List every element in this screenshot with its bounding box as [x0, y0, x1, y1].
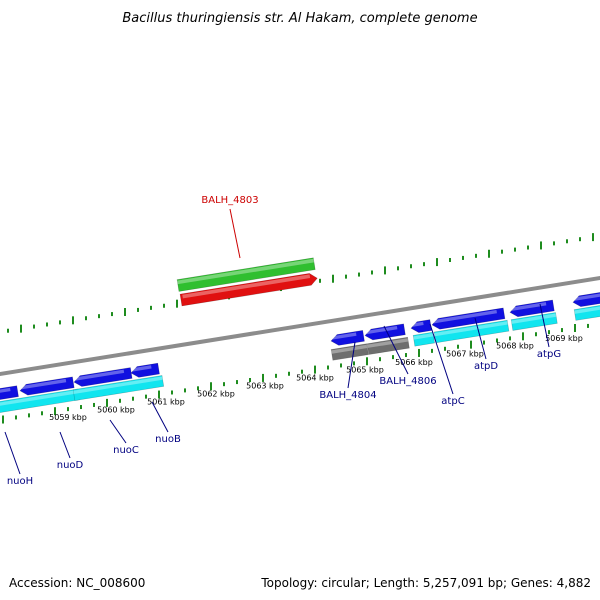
kbp-label: 5062 kbp — [197, 389, 235, 398]
kbp-label: 5061 kbp — [147, 397, 185, 406]
forward-gene-arrow — [0, 385, 19, 401]
gene-leader-line — [59, 431, 71, 459]
gene-leader-line — [151, 401, 169, 433]
gene-leader-line — [4, 431, 21, 475]
gene-labels: 5059 kbp 5060 kbp 5061 kbp 5062 kbp 5063 kbp… — [4, 195, 583, 487]
gene-label-nuoh: nuoH — [7, 476, 33, 487]
cds-bar — [412, 331, 435, 347]
gene-label-atpc: atpC — [441, 396, 464, 407]
gene-label-nuob: nuoB — [155, 434, 181, 445]
gene-label-balh-4806: BALH_4806 — [379, 376, 436, 387]
kbp-label: 5067 kbp — [446, 350, 484, 359]
forward-gene-arrow — [330, 330, 365, 346]
gene-leader-line — [229, 208, 241, 259]
kbp-label: 5066 kbp — [395, 358, 433, 367]
gene-label-nuoc: nuoC — [113, 445, 139, 456]
gene-leader-line — [383, 325, 409, 375]
gene-label-balh-4804: BALH_4804 — [319, 390, 376, 401]
gene-label-nuod: nuoD — [57, 460, 84, 471]
pseudo-gene-bar — [330, 343, 369, 361]
kbp-label: 5068 kbp — [496, 342, 534, 351]
genome-stats-text: Topology: circular; Length: 5,257,091 bp… — [260, 576, 591, 590]
pseudo-gene-bar — [366, 336, 410, 355]
forward-gene-arrow — [364, 323, 406, 341]
forward-gene-arrow — [509, 299, 555, 318]
gene-label-atpd: atpD — [474, 361, 498, 372]
kbp-label: 5069 kbp — [545, 334, 583, 343]
gene-leader-line — [539, 303, 550, 348]
forward-gene-arrow — [410, 319, 432, 333]
gene-label-balh-4803: BALH_4803 — [201, 195, 258, 206]
reverse-gene-arrow — [179, 273, 318, 307]
genome-tracks — [0, 233, 600, 424]
forward-gene-arrow — [431, 307, 506, 330]
gene-leader-line — [429, 323, 454, 395]
forward-gene-arrow — [572, 290, 600, 307]
kbp-label: 5063 kbp — [246, 382, 284, 391]
gene-leader-line — [109, 419, 127, 444]
kbp-label: 5060 kbp — [97, 405, 135, 414]
gene-leader-line — [347, 341, 356, 389]
kbp-label: 5064 kbp — [296, 374, 334, 383]
kbp-label: 5059 kbp — [49, 413, 87, 422]
highlight-gene-bar — [176, 257, 316, 292]
forward-gene-arrow — [19, 376, 75, 396]
forward-gene-arrow — [73, 367, 133, 387]
kbp-label: 5065 kbp — [346, 366, 384, 375]
genome-title: Bacillus thuringiensis str. Al Hakam, co… — [122, 11, 477, 26]
gene-label-atpg: atpG — [537, 349, 561, 360]
accession-text: Accession: NC_008600 — [9, 576, 145, 590]
cds-bar — [573, 303, 600, 321]
forward-gene-arrow — [130, 362, 160, 378]
cds-bar — [0, 388, 81, 415]
cds-bar — [510, 312, 558, 331]
genome-backbone — [0, 275, 600, 377]
gene-leader-line — [474, 317, 487, 360]
cds-bar — [72, 375, 165, 401]
